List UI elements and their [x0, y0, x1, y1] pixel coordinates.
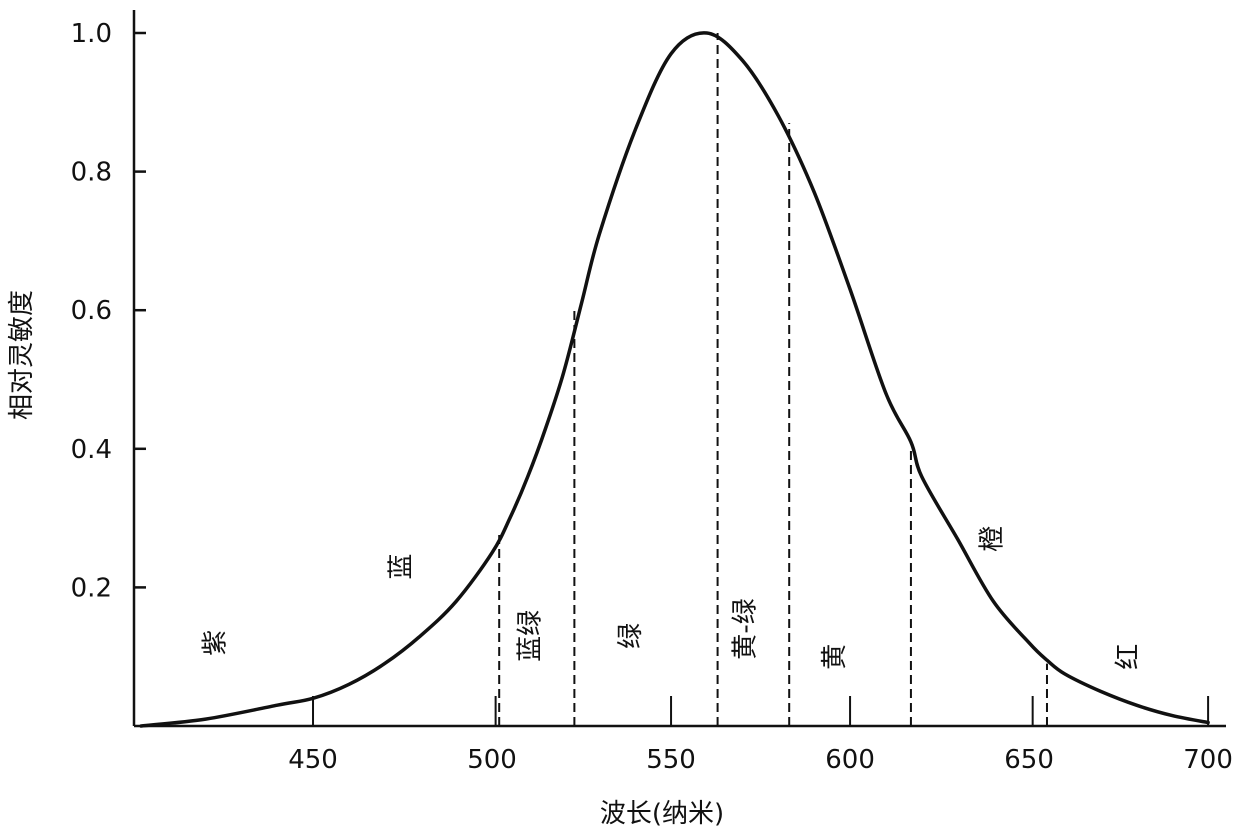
- region-label: 黄: [820, 644, 850, 670]
- region-label: 黄-绿: [730, 598, 760, 659]
- y-tick-label: 0.6: [71, 296, 112, 326]
- short-ticks: [313, 696, 1208, 726]
- x-tick-label: 700: [1183, 745, 1233, 775]
- y-tick-label: 1.0: [71, 19, 112, 49]
- x-tick-label: 550: [646, 745, 696, 775]
- region-label: 蓝绿: [516, 610, 546, 662]
- y-tick-label: 0.8: [71, 158, 112, 188]
- x-axis-title: 波长(纳米): [600, 799, 724, 829]
- axes: [134, 10, 1226, 726]
- x-tick-label: 450: [288, 745, 338, 775]
- region-label: 橙: [977, 526, 1007, 552]
- region-label: 紫: [201, 630, 231, 656]
- y-axis-title: 相对灵敏度: [7, 290, 37, 420]
- region-label: 红: [1114, 644, 1144, 670]
- region-label: 蓝: [387, 554, 417, 580]
- boundary-lines: [499, 33, 1047, 726]
- y-tick-label: 0.4: [71, 435, 112, 465]
- sensitivity-curve: [141, 33, 1208, 726]
- x-tick-label: 500: [467, 745, 517, 775]
- x-ticks: 450 500 550 600 650 700: [288, 745, 1233, 775]
- x-tick-label: 600: [825, 745, 875, 775]
- region-label: 绿: [616, 623, 646, 649]
- y-tick-label: 0.2: [71, 573, 112, 603]
- x-tick-label: 650: [1004, 745, 1054, 775]
- region-labels: 紫 蓝蓝绿 绿 黄-绿黄 橙红: [201, 526, 1144, 670]
